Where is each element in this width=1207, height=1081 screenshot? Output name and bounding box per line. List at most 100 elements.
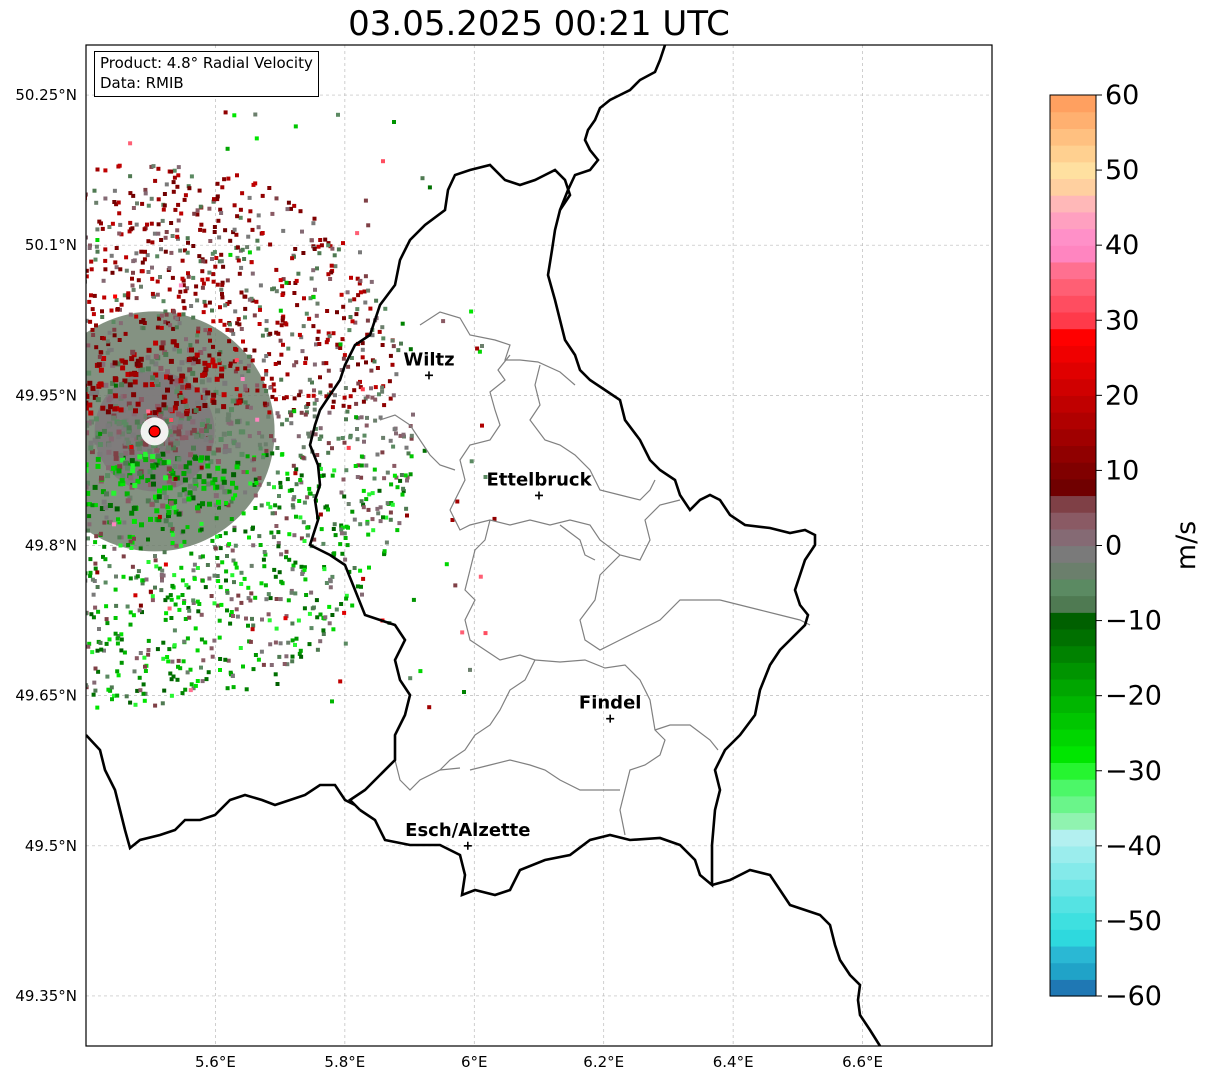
colorbar-segment: [1050, 328, 1096, 346]
colorbar-segment: [1050, 378, 1096, 396]
colorbar-segment: [1050, 95, 1096, 113]
colorbar-tick-label: 50: [1105, 155, 1139, 186]
colorbar-unit-label: m/s: [1171, 521, 1202, 570]
info-data-source: Data: RMIB: [100, 74, 184, 92]
colorbar-segment: [1050, 779, 1096, 797]
colorbar-segment: [1050, 662, 1096, 680]
colorbar: 60 50 40 30 20 10 0 −10 −20 −30 −40 −50 −60 m/s: [1049, 80, 1202, 1012]
lon-tick-label: 6.4°E: [713, 1053, 754, 1071]
colorbar-tick-label: 60: [1105, 80, 1139, 111]
colorbar-segment: [1050, 578, 1096, 597]
colorbar-tick-label: 20: [1105, 380, 1139, 411]
colorbar-segment: [1050, 979, 1096, 997]
colorbar-segment: [1050, 428, 1096, 446]
luxembourg-border: [308, 163, 817, 898]
colorbar-tick-label: −40: [1105, 831, 1162, 862]
colorbar-segment: [1050, 895, 1096, 914]
colorbar-segment: [1050, 879, 1096, 897]
germany-moselle-border: [711, 868, 882, 1046]
city-marker: [463, 841, 472, 850]
city-label: Ettelbruck: [486, 469, 592, 490]
colorbar-tick-label: 0: [1105, 531, 1122, 562]
colorbar-segment: [1050, 261, 1096, 280]
radar-echoes: [86, 110, 497, 710]
colorbar-segment: [1050, 161, 1096, 180]
colorbar-segment: [1050, 929, 1096, 947]
colorbar-segment: [1050, 495, 1096, 513]
lat-tick-label: 50.25°N: [15, 86, 77, 104]
city-label: Esch/Alzette: [405, 820, 530, 841]
colorbar-segment: [1050, 228, 1096, 246]
colorbar-tick-label: −60: [1105, 981, 1162, 1012]
canton-boundaries: [379, 311, 811, 836]
colorbar-segment: [1050, 612, 1096, 630]
colorbar-segment: [1050, 562, 1096, 580]
map-title: 03.05.2025 00:21 UTC: [348, 4, 730, 44]
lat-tick-label: 50.1°N: [25, 236, 77, 254]
france-belgium-border: [86, 734, 356, 851]
lon-tick-label: 6°E: [461, 1053, 488, 1071]
colorbar-tick-label: 10: [1105, 455, 1139, 486]
radar-site-marker: [148, 425, 161, 438]
lon-tick-label: 6.6°E: [842, 1053, 883, 1071]
colorbar-tick-label: −10: [1105, 606, 1162, 637]
lon-tick-label: 5.8°E: [324, 1053, 365, 1071]
colorbar-segment: [1050, 712, 1096, 730]
city-markers: Wiltz Ettelbruck Findel Esch/Alzette: [403, 349, 642, 850]
colorbar-segment: [1050, 278, 1096, 296]
colorbar-segment: [1050, 912, 1096, 930]
colorbar-segment: [1050, 595, 1096, 613]
info-product: Product: 4.8° Radial Velocity: [100, 54, 313, 72]
map-gridlines: [86, 45, 992, 1046]
colorbar-segment: [1050, 295, 1096, 313]
colorbar-segment: [1050, 762, 1096, 780]
colorbar-segment: [1050, 478, 1096, 497]
colorbar-segment: [1050, 812, 1096, 830]
colorbar-segment: [1050, 445, 1096, 463]
city-label: Findel: [579, 693, 642, 714]
colorbar-segment: [1050, 645, 1096, 663]
colorbar-segment: [1050, 545, 1096, 563]
colorbar-segment: [1050, 361, 1096, 380]
colorbar-segment: [1050, 178, 1096, 196]
city-label: Wiltz: [403, 349, 454, 370]
info-box: Product: 4.8° Radial Velocity Data: RMIB: [94, 51, 319, 97]
lat-tick-label: 49.5°N: [25, 837, 77, 855]
colorbar-segment: [1050, 245, 1096, 263]
colorbar-segment: [1050, 745, 1096, 764]
lon-tick-label: 5.6°E: [195, 1053, 236, 1071]
colorbar-segment: [1050, 512, 1096, 530]
colorbar-tick-label: −20: [1105, 681, 1162, 712]
colorbar-segment: [1050, 528, 1096, 547]
colorbar-segment: [1050, 395, 1096, 413]
colorbar-tick-label: 40: [1105, 230, 1139, 261]
city-marker: [424, 371, 433, 380]
colorbar-segment: [1050, 845, 1096, 864]
colorbar-segment: [1050, 729, 1096, 747]
city-marker: [535, 491, 543, 500]
colorbar-segment: [1050, 829, 1096, 847]
colorbar-segment: [1050, 145, 1096, 163]
lat-tick-label: 49.8°N: [25, 537, 77, 555]
city-marker: [606, 714, 615, 723]
lat-tick-label: 49.65°N: [15, 687, 77, 705]
colorbar-segment: [1050, 628, 1096, 647]
colorbar-segment: [1050, 412, 1096, 430]
germany-border: [558, 45, 667, 211]
colorbar-segment: [1050, 945, 1096, 964]
colorbar-segment: [1050, 195, 1096, 213]
map-frame: [85, 44, 993, 1047]
colorbar-segment: [1050, 111, 1096, 129]
lon-tick-label: 6.2°E: [583, 1053, 624, 1071]
lat-tick-label: 49.95°N: [15, 386, 77, 404]
axis-ticks: 50.25°N 50.1°N 49.95°N 49.8°N 49.65°N 49.5°N 4…: [15, 86, 883, 1071]
colorbar-tick-label: −50: [1105, 906, 1162, 937]
colorbar-segment: [1050, 311, 1096, 330]
colorbar-segment: [1050, 862, 1096, 880]
colorbar-tick-label: −30: [1105, 756, 1162, 787]
colorbar-segment: [1050, 695, 1096, 713]
colorbar-segment: [1050, 462, 1096, 480]
colorbar-segment: [1050, 678, 1096, 697]
colorbar-segment: [1050, 795, 1096, 814]
